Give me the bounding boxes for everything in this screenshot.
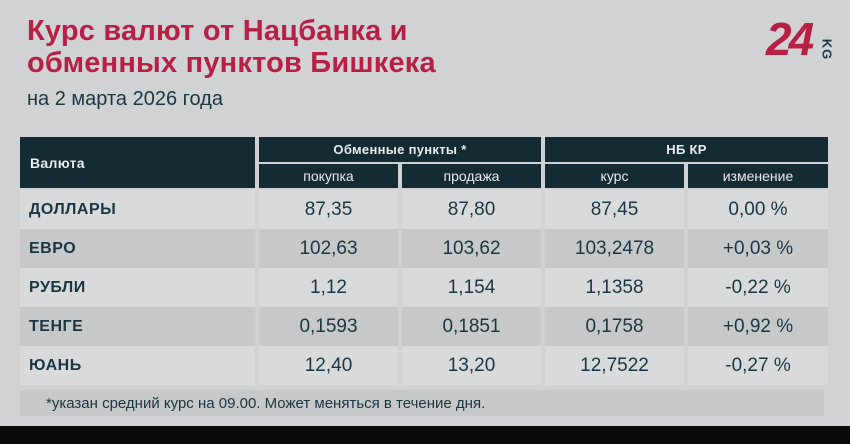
col-header-buy: покупка [259,164,398,188]
change-value-cell: -0,22 % [688,268,828,307]
sell-value-cell: 0,1851 [402,307,541,346]
date-subtitle: на 2 марта 2026 года [27,88,223,110]
rates-table-header: Валюта Обменные пункты * НБ КР покупка п… [20,137,828,188]
buy-value-cell: 102,63 [259,229,398,268]
currency-name-cell: РУБЛИ [20,268,255,307]
currency-name-cell: ДОЛЛАРЫ [20,190,255,229]
currency-name-cell: ТЕНГЕ [20,307,255,346]
col-header-currency: Валюта [20,137,255,188]
page-title-line1: Курс валют от Нацбанка и [27,15,408,47]
nbkr-rate-cell: 0,1758 [545,307,684,346]
change-value-cell: +0,92 % [688,307,828,346]
col-header-sell: продажа [402,164,541,188]
footnote-text: *указан средний курс на 09.00. Может мен… [46,394,486,412]
currency-name-cell: ЮАНЬ [20,346,255,385]
footnote-bar: *указан средний курс на 09.00. Может мен… [20,390,824,416]
nbkr-rate-cell: 1,1358 [545,268,684,307]
sell-value-cell: 103,62 [402,229,541,268]
col-group-nbkr: НБ КР [545,137,828,162]
col-group-exchange-offices: Обменные пункты * [259,137,541,162]
bottom-black-bar [0,426,850,444]
buy-value-cell: 87,35 [259,190,398,229]
sell-value-cell: 13,20 [402,346,541,385]
page-title-line2: обменных пунктов Бишкека [27,47,436,79]
sell-value-cell: 87,80 [402,190,541,229]
col-header-rate: курс [545,164,684,188]
rates-table-body: ДОЛЛАРЫ 87,35 87,80 87,45 0,00 % ЕВРО 10… [20,190,828,385]
nbkr-rate-cell: 87,45 [545,190,684,229]
col-header-change: изменение [688,164,828,188]
change-value-cell: 0,00 % [688,190,828,229]
rates-table: Валюта Обменные пункты * НБ КР покупка п… [20,137,828,416]
currency-name-cell: ЕВРО [20,229,255,268]
change-value-cell: -0,27 % [688,346,828,385]
logo-kg-mark: KG [819,38,835,61]
change-value-cell: +0,03 % [688,229,828,268]
logo-24kg: 24 KG [766,13,834,72]
buy-value-cell: 12,40 [259,346,398,385]
sell-value-cell: 1,154 [402,268,541,307]
logo-24-mark: 24 [766,13,814,65]
buy-value-cell: 0,1593 [259,307,398,346]
nbkr-rate-cell: 103,2478 [545,229,684,268]
nbkr-rate-cell: 12,7522 [545,346,684,385]
page-title: Курс валют от Нацбанка и обменных пункто… [27,15,436,79]
buy-value-cell: 1,12 [259,268,398,307]
